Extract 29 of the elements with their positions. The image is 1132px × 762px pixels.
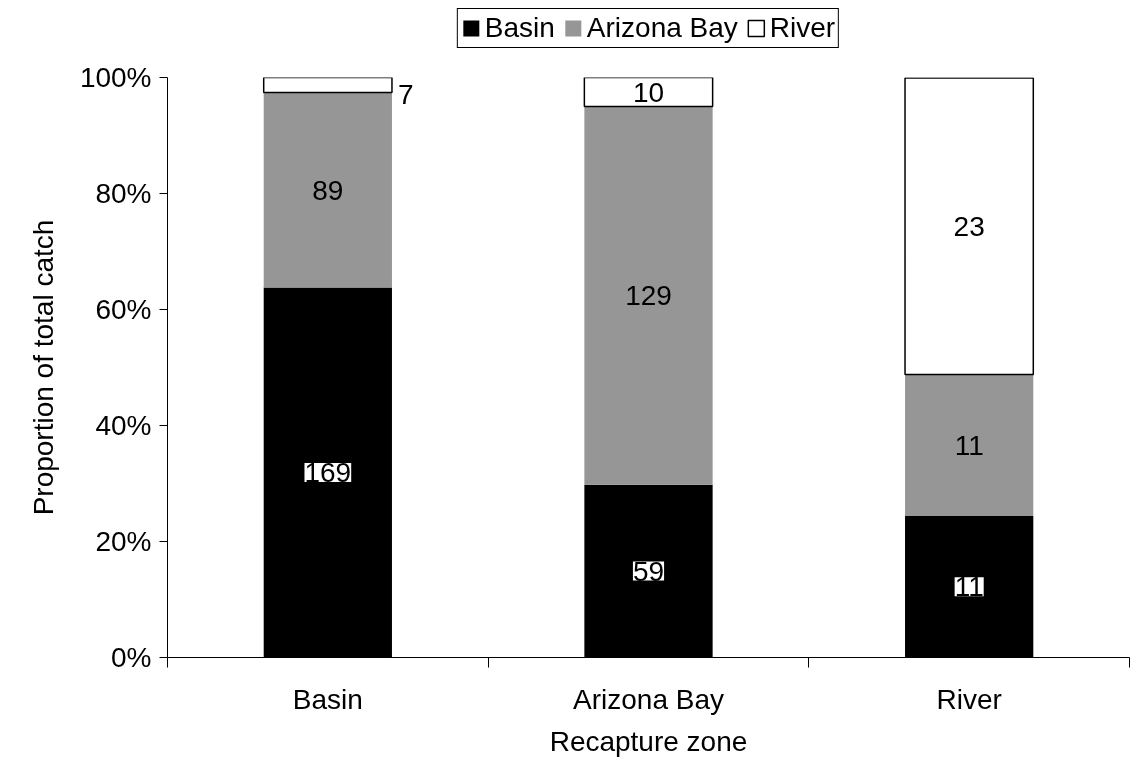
y-tick-label: 100% — [79, 62, 152, 93]
x-tick-label: Arizona Bay — [573, 683, 724, 715]
annotation: 59 — [632, 555, 665, 587]
y-tick-label: 60% — [95, 294, 152, 325]
annotation: 11 — [954, 571, 984, 603]
y-tick-label: 80% — [95, 178, 152, 209]
bar — [905, 374, 1034, 516]
legend-label: Arizona Bay — [586, 12, 738, 44]
annotation: 11 — [954, 429, 984, 461]
annotation: 23 — [953, 210, 985, 242]
y-axis-title: Proportion of total catch — [27, 219, 59, 516]
annotation: 10 — [632, 76, 665, 108]
y-tick-label: 0% — [111, 642, 152, 673]
annotation: 129 — [625, 280, 672, 312]
y-tick-label: 20% — [95, 526, 152, 557]
x-tick-label: Basin — [292, 683, 363, 715]
annotation: 89 — [312, 174, 344, 206]
bar — [584, 106, 713, 485]
bar — [262, 77, 393, 94]
legend-label: River — [769, 12, 836, 44]
y-tick-label: 40% — [95, 410, 152, 441]
x-axis-title: Recapture zone — [549, 725, 748, 757]
bar — [263, 92, 392, 288]
legend-label: Basin — [484, 12, 555, 44]
bar — [904, 77, 1035, 376]
x-tick-label: River — [936, 683, 1002, 715]
annotation: 7 — [397, 78, 414, 110]
annotation: 169 — [304, 456, 352, 488]
bar — [583, 77, 714, 108]
